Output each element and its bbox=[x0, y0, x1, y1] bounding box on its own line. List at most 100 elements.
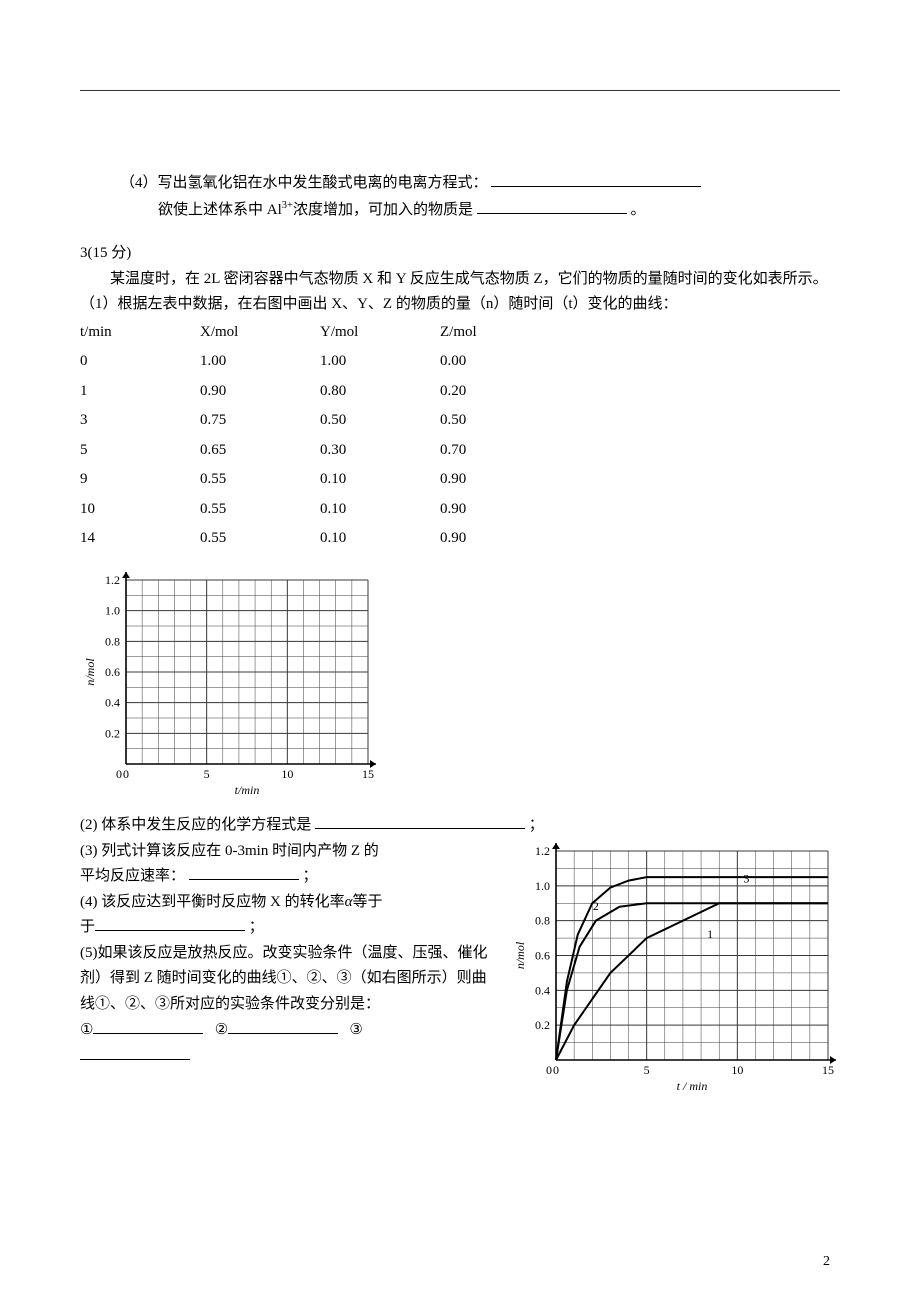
table-cell: 0.70 bbox=[440, 436, 560, 466]
svg-text:1.2: 1.2 bbox=[105, 573, 120, 587]
q3-sub3-blank bbox=[189, 864, 299, 880]
c2-blank bbox=[228, 1018, 338, 1034]
q3-sub3b: 平均反应速率： bbox=[80, 868, 185, 884]
q3-sub4-blank bbox=[95, 915, 245, 931]
q4-blank2 bbox=[477, 198, 627, 214]
q3-sub5-choices2 bbox=[80, 1044, 496, 1070]
table-cell: 0.50 bbox=[440, 406, 560, 436]
svg-text:0: 0 bbox=[123, 767, 129, 781]
svg-text:0.6: 0.6 bbox=[105, 665, 120, 679]
table-cell: 0.90 bbox=[440, 495, 560, 525]
q4-line2: 欲使上述体系中 Al3+浓度增加，可加入的物质是 。 bbox=[158, 197, 840, 224]
table-header: Y/mol bbox=[320, 318, 440, 348]
table-cell: 1 bbox=[80, 377, 200, 407]
table-cell: 0.90 bbox=[440, 465, 560, 495]
table-cell: 0.80 bbox=[320, 377, 440, 407]
q3-heading: 3(15 分) bbox=[80, 241, 840, 267]
chart2-wrap: 0510150.20.40.60.81.01.20n/molt / min123 bbox=[510, 839, 840, 1104]
table-cell: 0.50 bbox=[320, 406, 440, 436]
table-cell: 0 bbox=[80, 347, 200, 377]
c2: ② bbox=[215, 1021, 228, 1038]
table-cell: 10 bbox=[80, 495, 200, 525]
svg-text:1.0: 1.0 bbox=[535, 878, 550, 892]
table-row: 140.550.100.90 bbox=[80, 524, 560, 554]
table-cell: 0.10 bbox=[320, 465, 440, 495]
table-cell: 0.55 bbox=[200, 495, 320, 525]
q3-sub4-tail: ； bbox=[249, 919, 264, 935]
svg-text:0.4: 0.4 bbox=[535, 983, 550, 997]
table-cell: 1.00 bbox=[200, 347, 320, 377]
q3-intro: 某温度时，在 2L 密闭容器中气态物质 X 和 Y 反应生成气态物质 Z，它们的… bbox=[80, 267, 840, 293]
q4-blank1 bbox=[491, 171, 701, 187]
table-cell: 0.55 bbox=[200, 524, 320, 554]
q4-line2b: 浓度增加，可加入的物质是 bbox=[293, 202, 473, 218]
q3-sub4b: 等于 bbox=[352, 894, 382, 910]
table-cell: 0.30 bbox=[320, 436, 440, 466]
svg-text:3: 3 bbox=[743, 871, 749, 885]
svg-text:t / min: t / min bbox=[677, 1079, 708, 1093]
q3-sub3-tail: ； bbox=[303, 868, 318, 884]
c1: ① bbox=[80, 1021, 93, 1038]
svg-text:15: 15 bbox=[822, 1063, 834, 1077]
svg-text:t/min: t/min bbox=[235, 783, 260, 797]
table-header: Z/mol bbox=[440, 318, 560, 348]
q4-line1-text: （4）写出氢氧化铝在水中发生酸式电离的电离方程式： bbox=[120, 175, 488, 191]
svg-text:10: 10 bbox=[281, 767, 293, 781]
chart1-wrap: 0 5 10 15 0.2 0.4 0.6 0.8 1.0 1.2 0 n/mol t/min bbox=[80, 568, 840, 808]
q3-sub4a: (4) 该反应达到平衡时反应物 X 的转化率 bbox=[80, 894, 345, 910]
svg-text:1.0: 1.0 bbox=[105, 603, 120, 617]
c1-blank bbox=[93, 1018, 203, 1034]
q3-sub2-blank bbox=[315, 813, 525, 829]
table-cell: 0.10 bbox=[320, 495, 440, 525]
svg-text:n/mol: n/mol bbox=[83, 657, 97, 685]
table-cell: 0.10 bbox=[320, 524, 440, 554]
table-cell: 5 bbox=[80, 436, 200, 466]
svg-text:n/mol: n/mol bbox=[513, 941, 527, 969]
table-cell: 0.65 bbox=[200, 436, 320, 466]
table-header: X/mol bbox=[200, 318, 320, 348]
table-cell: 9 bbox=[80, 465, 200, 495]
table-row: 01.001.000.00 bbox=[80, 347, 560, 377]
table-row: 10.900.800.20 bbox=[80, 377, 560, 407]
table-cell: 14 bbox=[80, 524, 200, 554]
q3-sub5a: (5)如果该反应是放热反应。改变实验条件（温度、压强、催化剂）得到 Z 随时间变… bbox=[80, 941, 496, 1018]
q4-sup: 3+ bbox=[282, 200, 293, 211]
q3-sub2: (2) 体系中发生反应的化学方程式是 ； bbox=[80, 813, 840, 839]
q3-lower-row: (3) 列式计算该反应在 0-3min 时间内产物 Z 的 平均反应速率： ； … bbox=[80, 839, 840, 1104]
svg-text:0.8: 0.8 bbox=[105, 634, 120, 648]
table-row: 50.650.300.70 bbox=[80, 436, 560, 466]
svg-text:1.2: 1.2 bbox=[535, 844, 550, 858]
table-cell: 1.00 bbox=[320, 347, 440, 377]
svg-text:5: 5 bbox=[204, 767, 210, 781]
q3-sub5-choices: ① ② ③ bbox=[80, 1017, 496, 1044]
q3-sub4-line2: 于 ； bbox=[80, 915, 496, 941]
q3-sub3b-line: 平均反应速率： ； bbox=[80, 864, 496, 890]
table-row: 100.550.100.90 bbox=[80, 495, 560, 525]
table-cell: 0.00 bbox=[440, 347, 560, 377]
svg-text:15: 15 bbox=[362, 767, 374, 781]
table-cell: 0.55 bbox=[200, 465, 320, 495]
table-cell: 0.75 bbox=[200, 406, 320, 436]
c3-blank bbox=[80, 1044, 190, 1060]
svg-text:0.4: 0.4 bbox=[105, 695, 120, 709]
table-row: 90.550.100.90 bbox=[80, 465, 560, 495]
svg-text:0: 0 bbox=[116, 767, 122, 781]
q3-sub3a: (3) 列式计算该反应在 0-3min 时间内产物 Z 的 bbox=[80, 839, 496, 865]
q4-period: 。 bbox=[630, 202, 645, 218]
q3-sub1: （1）根据左表中数据，在右图中画出 X、Y、Z 的物质的量（n）随时间（t）变化… bbox=[80, 292, 840, 318]
table-cell: 0.20 bbox=[440, 377, 560, 407]
q3-sub2-tail: ； bbox=[529, 817, 544, 833]
svg-text:10: 10 bbox=[731, 1063, 743, 1077]
c3: ③ bbox=[349, 1021, 362, 1038]
page-number: 2 bbox=[823, 1250, 830, 1274]
q4-line2a: 欲使上述体系中 Al bbox=[158, 202, 282, 218]
svg-text:0.2: 0.2 bbox=[105, 726, 120, 740]
table-cell: 0.90 bbox=[200, 377, 320, 407]
chart1-grid: 0 5 10 15 0.2 0.4 0.6 0.8 1.0 1.2 0 n/mol t/min bbox=[80, 568, 380, 798]
svg-text:0.6: 0.6 bbox=[535, 948, 550, 962]
top-rule bbox=[80, 90, 840, 91]
svg-text:5: 5 bbox=[644, 1063, 650, 1077]
q4-line1: （4）写出氢氧化铝在水中发生酸式电离的电离方程式： bbox=[120, 171, 840, 197]
svg-text:1: 1 bbox=[707, 927, 713, 941]
table-header: t/min bbox=[80, 318, 200, 348]
